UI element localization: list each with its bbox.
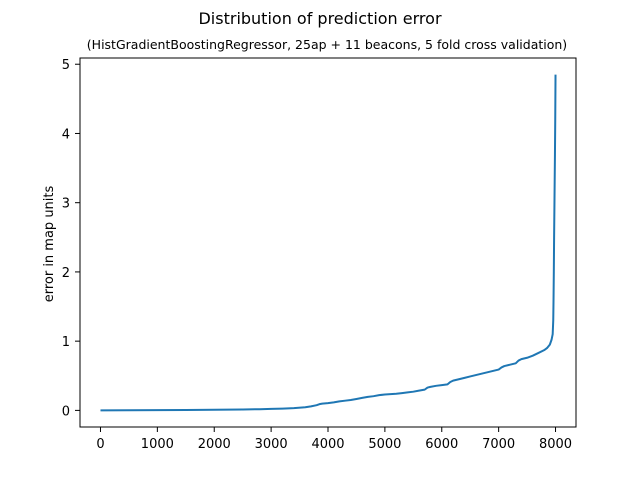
y-axis-ticks: 0 1 2 3 4 5 [62, 58, 80, 419]
plot-frame [79, 57, 577, 428]
y-axis-label: error in map units [42, 185, 57, 302]
x-axis-ticks: 0 1000 2000 3000 4000 5000 6000 7000 8000 [96, 427, 572, 452]
x-tick-label: 3000 [255, 437, 288, 452]
chart-title: Distribution of prediction error [198, 9, 441, 28]
x-tick-label: 4000 [311, 437, 344, 452]
x-tick-label: 7000 [482, 437, 515, 452]
x-tick-label: 0 [96, 437, 104, 452]
y-tick-label: 3 [62, 197, 70, 212]
y-tick-label: 1 [62, 335, 70, 350]
y-tick-label: 2 [62, 266, 70, 281]
x-tick-label: 5000 [368, 437, 401, 452]
y-tick-label: 5 [62, 58, 70, 73]
x-tick-label: 2000 [198, 437, 231, 452]
series-line [100, 74, 557, 412]
chart-subtitle: (HistGradientBoostingRegressor, 25ap + 1… [87, 37, 567, 52]
y-tick-label: 0 [62, 404, 70, 419]
x-tick-label: 6000 [425, 437, 458, 452]
plot-series-group [100, 74, 557, 412]
x-tick-label: 8000 [539, 437, 572, 452]
y-tick-label: 4 [62, 127, 70, 142]
x-tick-label: 1000 [141, 437, 174, 452]
